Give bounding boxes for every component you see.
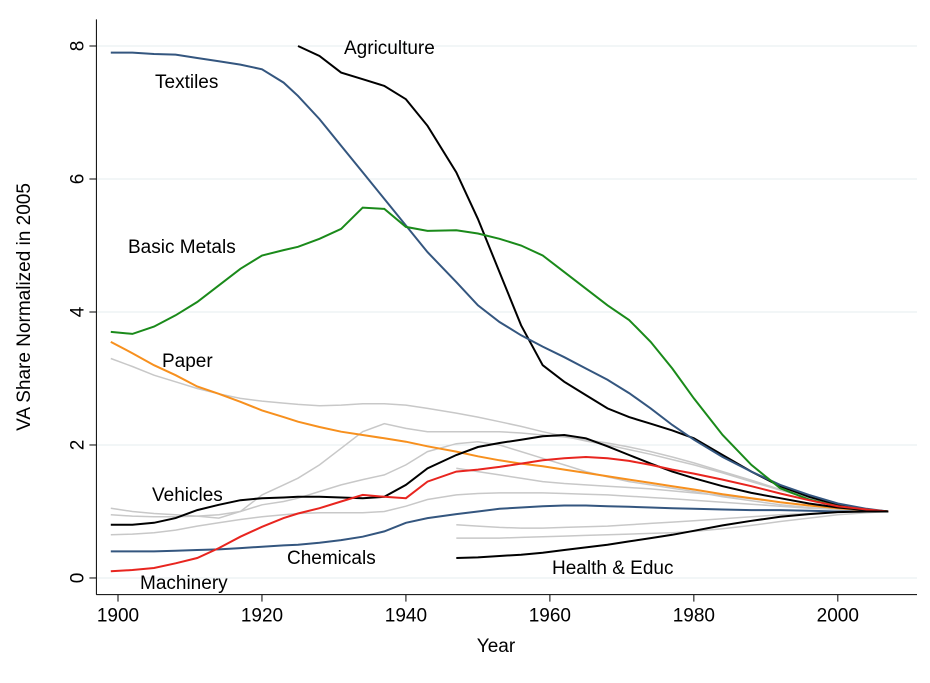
y-tick-label: 2 xyxy=(67,440,88,451)
series-label: Textiles xyxy=(155,72,218,93)
series-label: Vehicles xyxy=(152,485,223,506)
y-axis-label: VA Share Normalized in 2005 xyxy=(14,183,35,431)
series-label: Paper xyxy=(162,351,213,372)
series-line xyxy=(456,510,889,559)
x-tick-label: 1960 xyxy=(529,606,571,627)
series-line xyxy=(110,357,889,513)
series-line xyxy=(110,455,889,573)
x-tick-label: 2000 xyxy=(817,606,859,627)
series-label: Health & Educ xyxy=(552,558,673,579)
x-tick-label: 1920 xyxy=(241,606,283,627)
y-tick-label: 6 xyxy=(67,174,88,185)
series-line xyxy=(110,433,889,526)
y-tick-label: 0 xyxy=(67,573,88,584)
series-line xyxy=(110,504,889,553)
series-label: Machinery xyxy=(140,573,228,594)
series-line xyxy=(110,51,889,513)
series-line xyxy=(110,492,889,536)
series-label: Agriculture xyxy=(344,38,435,59)
series-label: Chemicals xyxy=(287,548,376,569)
series-line xyxy=(110,440,889,518)
series-label: Basic Metals xyxy=(128,237,236,258)
x-tick-label: 1980 xyxy=(673,606,715,627)
x-tick-label: 1900 xyxy=(97,606,139,627)
y-tick-label: 4 xyxy=(67,306,88,317)
series-line xyxy=(110,341,889,513)
x-axis-label: Year xyxy=(477,636,516,657)
y-tick-label: 8 xyxy=(67,41,88,52)
series-line xyxy=(110,206,889,513)
series-line xyxy=(456,510,889,539)
x-tick-label: 1940 xyxy=(385,606,427,627)
series-line xyxy=(110,422,889,519)
